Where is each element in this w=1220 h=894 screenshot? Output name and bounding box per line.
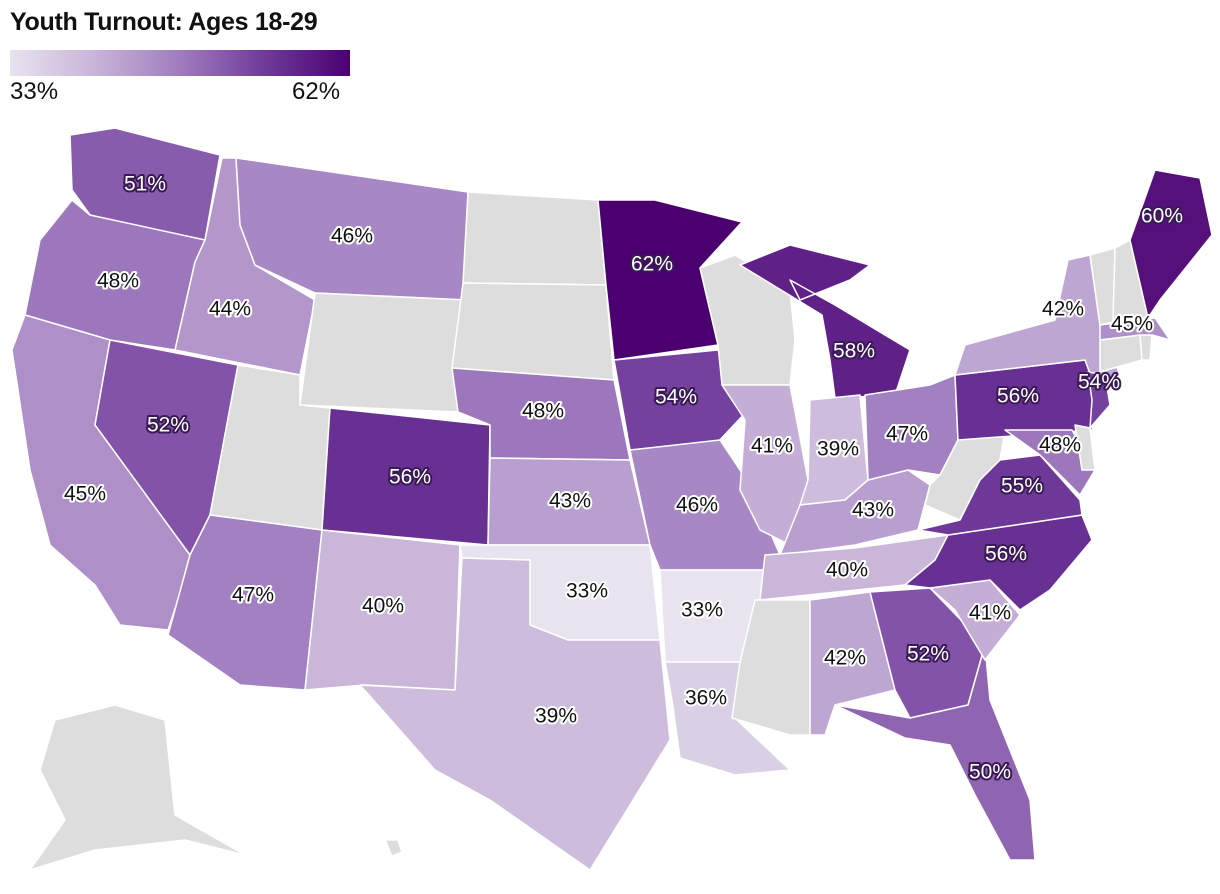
state-label-il: 41% — [751, 435, 793, 458]
state-tx[interactable] — [359, 557, 671, 871]
state-label-or: 48% — [97, 270, 139, 293]
state-ma[interactable] — [1099, 317, 1171, 341]
state-label-la: 36% — [685, 687, 727, 710]
state-label-va: 55% — [1001, 475, 1043, 498]
state-label-pa: 56% — [997, 385, 1039, 408]
state-label-fl: 50% — [969, 761, 1011, 784]
state-label-al: 42% — [824, 647, 866, 670]
state-nc[interactable] — [904, 514, 1093, 611]
state-label-nm: 40% — [362, 595, 404, 618]
state-label-wa: 51% — [124, 173, 166, 196]
state-sd[interactable] — [451, 282, 615, 381]
state-mi[interactable] — [739, 244, 911, 399]
state-labels: 51% 48% 45% 44% 52% 46% 47% 56% 40% 48% 43% 33% 39% 6… — [62, 171, 1185, 786]
legend-min-label: 33% — [10, 78, 59, 105]
state-label-mo: 46% — [676, 494, 718, 517]
state-label-nj: 54% — [1078, 371, 1120, 394]
state-label-nc: 56% — [985, 543, 1027, 566]
state-ri[interactable] — [1139, 334, 1153, 361]
state-label-ca: 45% — [64, 483, 106, 506]
state-nd[interactable] — [462, 191, 607, 286]
state-label-ma: 45% — [1111, 313, 1153, 336]
state-fl[interactable] — [834, 644, 1036, 861]
state-label-ok: 33% — [566, 580, 608, 603]
state-nj[interactable] — [1087, 371, 1111, 429]
map-title: Youth Turnout: Ages 18-29 — [10, 8, 318, 36]
state-label-ne: 48% — [522, 400, 564, 423]
state-ak[interactable] — [29, 704, 246, 871]
state-label-mi: 58% — [833, 340, 875, 363]
state-me[interactable] — [1129, 169, 1213, 319]
state-label-nv: 52% — [147, 414, 189, 437]
state-label-md: 48% — [1039, 434, 1081, 457]
state-ia[interactable] — [613, 349, 749, 451]
state-il[interactable] — [721, 384, 809, 546]
state-label-tn: 40% — [826, 559, 868, 582]
state-label-id: 44% — [209, 298, 251, 321]
state-label-in: 39% — [817, 438, 859, 461]
state-label-ky: 43% — [852, 499, 894, 522]
state-label-ny: 42% — [1042, 298, 1084, 321]
state-de[interactable] — [1074, 424, 1096, 471]
state-label-me: 60% — [1141, 205, 1183, 228]
state-label-sc: 41% — [969, 602, 1011, 625]
state-label-mn: 62% — [631, 253, 673, 276]
state-label-co: 56% — [389, 466, 431, 489]
state-label-oh: 47% — [886, 423, 928, 446]
state-label-ks: 43% — [549, 490, 591, 513]
legend-color-scale — [10, 50, 350, 76]
state-label-az: 47% — [232, 584, 274, 607]
state-hi[interactable] — [384, 839, 403, 857]
state-label-ar: 33% — [681, 599, 723, 622]
state-label-tx: 39% — [535, 705, 577, 728]
state-wy[interactable] — [299, 292, 467, 413]
state-label-mt: 46% — [331, 225, 373, 248]
state-shapes — [11, 127, 1213, 871]
state-label-ga: 52% — [907, 643, 949, 666]
state-label-ia: 54% — [655, 386, 697, 409]
state-wi[interactable] — [699, 254, 796, 386]
state-md[interactable] — [1004, 429, 1096, 496]
legend-max-label: 62% — [292, 78, 341, 105]
state-ct[interactable] — [1099, 334, 1143, 373]
